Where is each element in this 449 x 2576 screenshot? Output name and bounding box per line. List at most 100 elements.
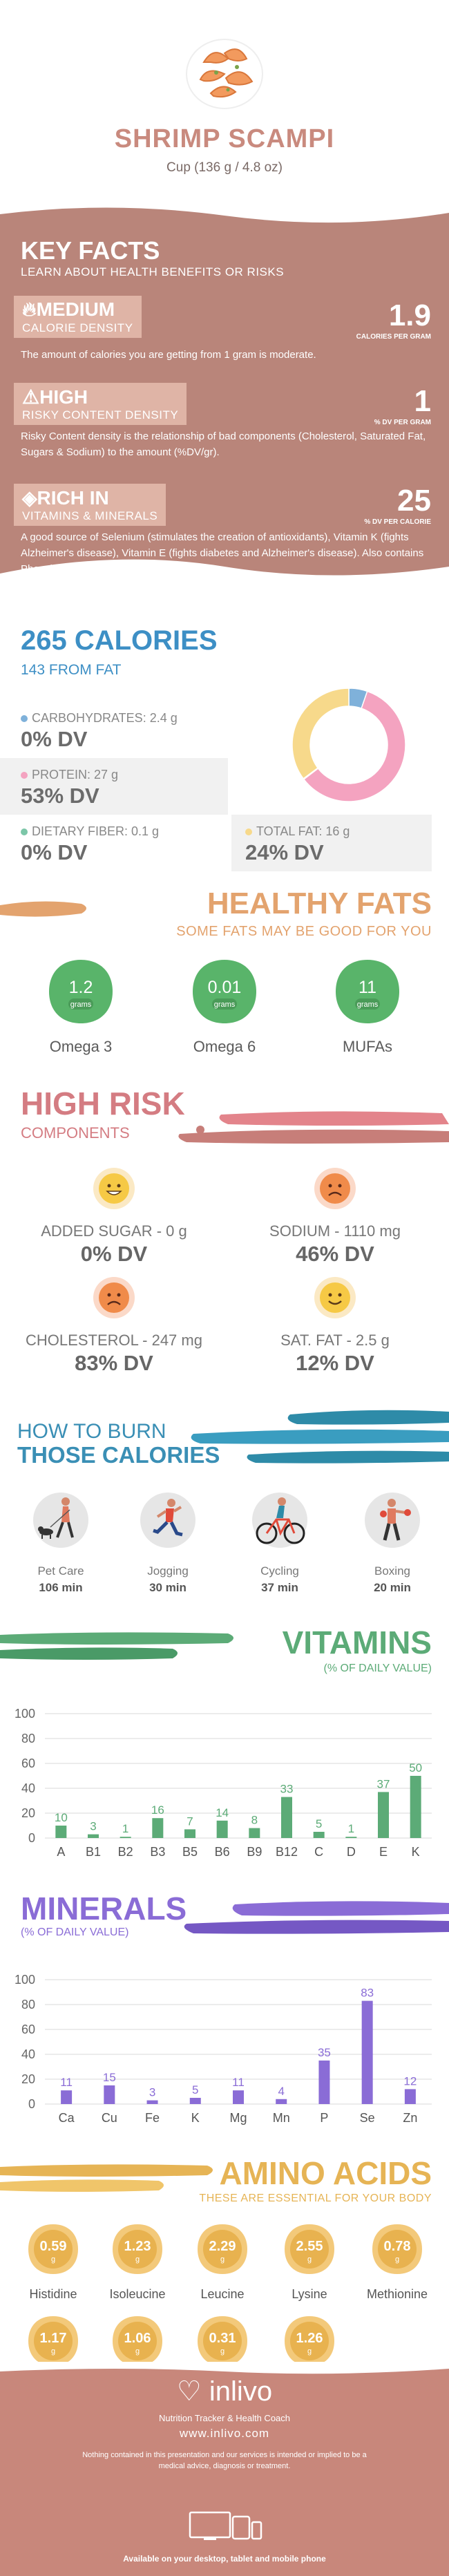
x-tick-label: B3 xyxy=(150,1845,165,1859)
bar-value-label: 14 xyxy=(216,1806,229,1819)
jogging-time: 30 min xyxy=(149,1581,187,1594)
y-tick-label: 60 xyxy=(21,1756,35,1770)
pet-care-name: Pet Care xyxy=(37,1564,84,1578)
x-tick-label: B6 xyxy=(215,1845,230,1859)
omega-3-value: 1.2 xyxy=(69,978,93,997)
amino-acid-unit: g xyxy=(51,2255,55,2264)
x-tick-label: Ca xyxy=(59,2111,75,2125)
activity-jogging: Jogging 30 min xyxy=(126,1489,209,1595)
cycling-time: 37 min xyxy=(261,1581,298,1594)
devices-icon xyxy=(189,2511,262,2540)
amino-acid-badge: 2.55g xyxy=(285,2224,334,2274)
nutrient-carbohydrates: CARBOHYDRATES: 2.4 g 0% DV xyxy=(0,701,228,758)
y-tick-label: 0 xyxy=(28,2097,35,2111)
protein-label: PROTEIN: 27 g xyxy=(32,768,119,782)
rich-in-level: RICH IN xyxy=(37,487,109,509)
amino-brush-strokes xyxy=(0,2164,213,2192)
y-tick-label: 80 xyxy=(21,1732,35,1745)
bar-Se xyxy=(361,2000,373,2104)
amino-acid-unit: g xyxy=(220,2347,224,2356)
x-tick-label: K xyxy=(191,2111,200,2125)
bar-value-label: 15 xyxy=(103,2071,116,2084)
amino-acid-unit: g xyxy=(395,2255,399,2264)
boxing-name: Boxing xyxy=(374,1564,410,1578)
brand-name: inlivo xyxy=(209,2376,273,2407)
x-tick-label: E xyxy=(379,1845,388,1859)
x-tick-label: C xyxy=(314,1845,323,1859)
nutrient-total-fat: TOTAL FAT: 16 g 24% DV xyxy=(231,815,432,871)
donut-slice-total-fat xyxy=(292,688,350,779)
risky-content-level: HIGH xyxy=(39,386,88,408)
bar-B2 xyxy=(120,1837,131,1838)
rich-in-label: VITAMINS & MINERALS xyxy=(22,509,158,522)
total-fat-label: TOTAL FAT: 16 g xyxy=(256,824,350,838)
amino-acid-badge: 0.78g xyxy=(372,2224,422,2274)
x-tick-label: Zn xyxy=(403,2111,417,2125)
amino-acid-unit: g xyxy=(51,2347,55,2356)
activity-cycling: Cycling 37 min xyxy=(238,1489,321,1595)
amino-acids-subtitle: THESE ARE ESSENTIAL FOR YOUR BODY xyxy=(199,2193,432,2204)
website-link[interactable]: www.inlivo.com xyxy=(179,2427,270,2440)
protein-dv: 53% DV xyxy=(21,784,99,808)
x-tick-label: P xyxy=(320,2111,328,2125)
bar-value-label: 5 xyxy=(316,1817,322,1830)
amino-acid-badge: 2.29g xyxy=(198,2224,247,2274)
bar-value-label: 5 xyxy=(192,2083,198,2096)
y-tick-label: 40 xyxy=(21,1781,35,1795)
carbohydrates-color-dot xyxy=(21,715,28,722)
calorie-density-label: CALORIE DENSITY xyxy=(22,321,133,334)
minerals-brush-strokes xyxy=(184,1901,449,1934)
amino-acid-value: 1.06 xyxy=(124,2331,151,2346)
amino-acid-badge: 1.23g xyxy=(113,2224,162,2274)
omega-3-label: Omega 3 xyxy=(49,1038,113,1055)
x-tick-label: Se xyxy=(360,2111,375,2125)
amino-acid-histidine: 0.59 g Histidine xyxy=(12,2222,95,2302)
bar-Mg xyxy=(233,2090,244,2104)
x-tick-label: B2 xyxy=(118,1845,133,1859)
calorie-density-label-box: 🔥︎MEDIUM CALORIE DENSITY xyxy=(14,296,142,338)
high-risk-subtitle: COMPONENTS xyxy=(21,1124,130,1142)
bar-value-label: 83 xyxy=(361,1987,374,2000)
amino-acid-badge: 1.26g xyxy=(285,2316,334,2366)
rich-in-value-block: 25 % DV PER CALORIE xyxy=(364,484,431,526)
risky-content-label: RISKY CONTENT DENSITY xyxy=(22,408,179,422)
healthy-fats-subtitle: SOME FATS MAY BE GOOD FOR YOU xyxy=(176,924,432,939)
amino-acid-name: Histidine xyxy=(29,2287,77,2301)
key-facts-subtitle: LEARN ABOUT HEALTH BENEFITS OR RISKS xyxy=(21,265,285,278)
x-tick-label: B12 xyxy=(276,1845,298,1859)
amino-acid-unit: g xyxy=(135,2255,140,2264)
added-sugar-name: ADDED SUGAR - 0 g xyxy=(41,1222,187,1240)
amino-acid-badge: 0.59g xyxy=(28,2224,78,2274)
burn-title-line2: THOSE CALORIES xyxy=(17,1442,220,1468)
bar-value-label: 50 xyxy=(409,1761,422,1774)
risk-added-sugar: ADDED SUGAR - 0 g 0% DV xyxy=(10,1166,218,1267)
nutrient-dietary-fiber: DIETARY FIBER: 0.1 g 0% DV xyxy=(0,815,228,871)
y-tick-label: 100 xyxy=(15,1707,35,1721)
amino-acid-lysine: 2.55 g Lysine xyxy=(268,2222,351,2302)
x-tick-label: B9 xyxy=(247,1845,262,1859)
sodium-pct: 46% DV xyxy=(296,1242,374,1266)
risky-content-description: Risky Content density is the relationshi… xyxy=(21,430,426,458)
sad-face-icon xyxy=(314,1168,356,1209)
dietary-fiber-color-dot xyxy=(21,828,28,835)
omega-6-badge: 0.01 grams xyxy=(193,960,256,1023)
sodium-name: SODIUM - 1110 mg xyxy=(269,1222,401,1240)
calorie-density-value-block: 1.9 CALORIES PER GRAM xyxy=(356,299,431,341)
risky-content-value-block: 1 % DV PER GRAM xyxy=(374,384,431,426)
bar-C xyxy=(313,1832,325,1838)
amino-acid-methionine: 0.78 g Methionine xyxy=(356,2222,439,2302)
flame-icon: 🔥︎ xyxy=(22,299,37,320)
calorie-density-description: The amount of calories you are getting f… xyxy=(21,349,316,361)
vitamins-subtitle: (% OF DAILY VALUE) xyxy=(323,1663,432,1674)
calorie-density-value: 1.9 xyxy=(388,299,431,332)
fat-mufas: 11 grams MUFAs xyxy=(319,957,416,1056)
omega-3-unit: grams xyxy=(70,1001,92,1009)
warning-icon: ⚠︎ xyxy=(22,386,40,408)
bar-value-label: 4 xyxy=(278,2085,284,2098)
risky-content-value: 1 xyxy=(414,384,431,418)
protein-color-dot xyxy=(21,772,28,779)
y-tick-label: 60 xyxy=(21,2023,35,2036)
donut-slice-protein xyxy=(303,690,406,802)
amino-acid-isoleucine: 1.23 g Isoleucine xyxy=(96,2222,179,2302)
rich-in-unit: % DV PER CALORIE xyxy=(364,518,431,526)
